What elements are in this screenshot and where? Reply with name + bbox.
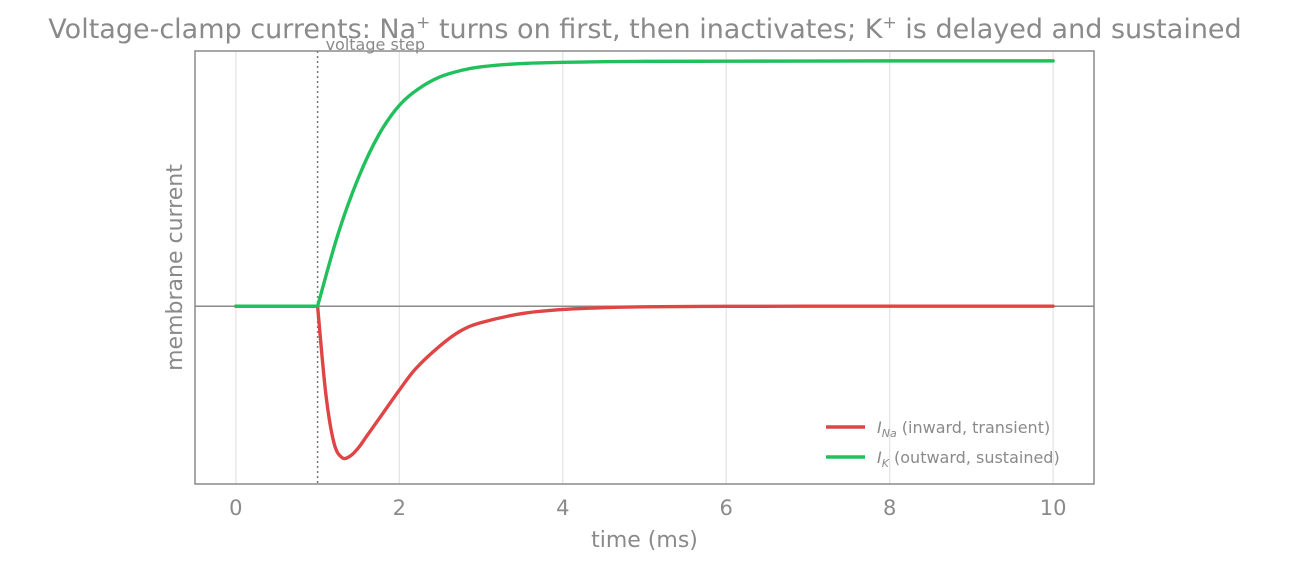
x-tick-label: 4 [556, 496, 569, 520]
legend: INa (inward, transient) IK (outward, sust… [826, 418, 1060, 470]
x-tick-label: 8 [883, 496, 896, 520]
x-axis-label: time (ms) [591, 528, 698, 553]
voltage-step-label: voltage step [326, 35, 425, 54]
x-ticks: 0 2 4 6 8 10 [229, 496, 1066, 520]
series-line-ina [234, 304, 1055, 461]
y-axis-label: membrane current [163, 164, 188, 371]
series-line-ik [234, 59, 1055, 308]
x-tick-label: 6 [720, 496, 733, 520]
x-tick-label: 0 [229, 496, 242, 520]
x-tick-label: 2 [393, 496, 406, 520]
chart-title: Voltage-clamp currents: Na+ turns on fir… [48, 13, 1241, 45]
plot-frame [194, 50, 1095, 485]
legend-entry: INa (inward, transient) [877, 418, 1050, 440]
legend-entry: IK (outward, sustained) [877, 448, 1060, 470]
grid [235, 51, 1054, 484]
series [234, 59, 1055, 461]
x-tick-label: 10 [1040, 496, 1067, 520]
